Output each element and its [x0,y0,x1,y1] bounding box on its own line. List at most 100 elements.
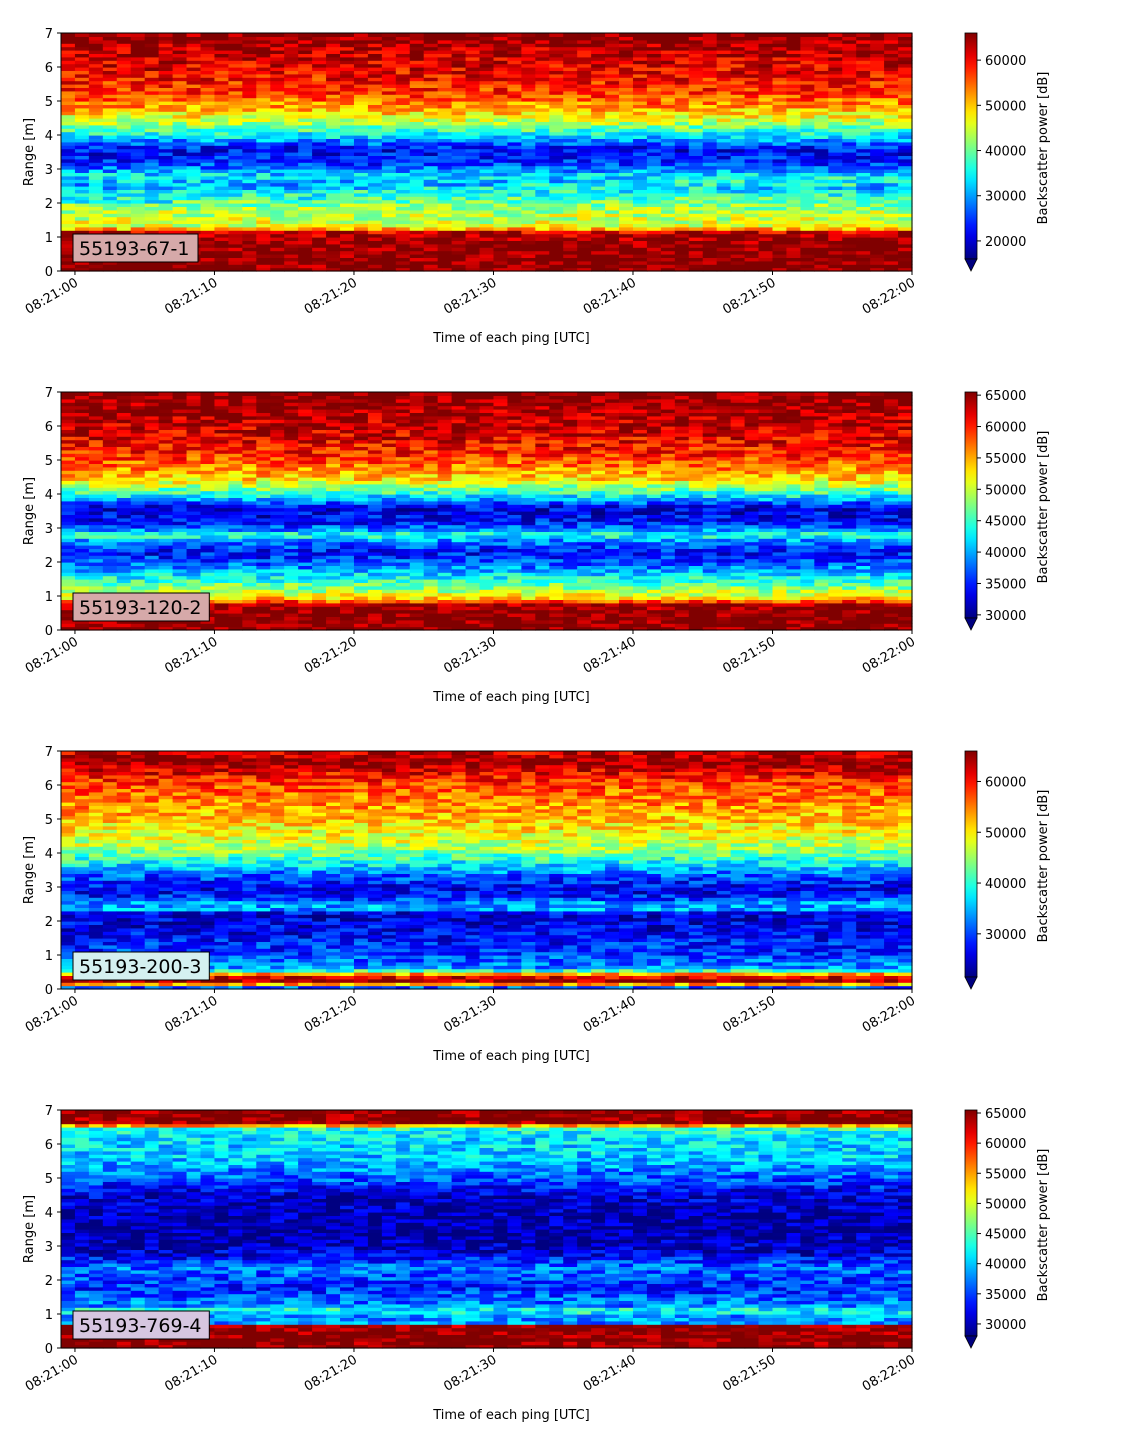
y-tick-label: 4 [45,1206,53,1221]
x-tick-label: 08:21:00 [23,275,81,317]
colorbar: 30000 35000 40000 45000 50000 55000 60000 65000… [964,389,1051,631]
x-tick-label: 08:21:30 [441,1352,499,1394]
x-tick-label: 08:21:30 [441,634,499,676]
x-tick-label: 08:21:30 [441,275,499,317]
y-tick-label: 5 [45,1172,53,1187]
y-tick-label: 1 [45,231,53,246]
colorbar-label: Backscatter power [dB] [1036,1149,1051,1302]
x-axis-label: Time of each ping [UTC] [432,690,590,705]
colorbar-tick-label: 35000 [985,1288,1026,1303]
colorbar-gradient [964,32,978,260]
x-tick-label: 08:21:50 [720,275,778,317]
colorbar-tick-label: 40000 [985,1258,1026,1273]
colorbar-gradient [964,1109,978,1337]
x-tick-label: 08:21:00 [23,634,81,676]
x-tick-label: 08:21:20 [302,993,360,1035]
x-tick-label: 08:22:00 [860,993,918,1035]
y-tick-label: 6 [45,61,53,76]
colorbar-tick-label: 60000 [985,421,1026,436]
y-tick-label: 0 [45,265,53,280]
x-axis-label: Time of each ping [UTC] [432,331,590,346]
y-tick-label: 5 [45,95,53,110]
y-tick-label: 7 [45,386,53,401]
x-tick-label: 08:21:20 [302,1352,360,1394]
y-tick-label: 4 [45,488,53,503]
colorbar-tick-label: 20000 [985,235,1026,250]
y-tick-label: 0 [45,983,53,998]
x-tick-label: 08:21:00 [23,1352,81,1394]
colorbar-tick-label: 60000 [985,54,1026,69]
x-tick-label: 08:21:30 [441,993,499,1035]
x-axis-label: Time of each ping [UTC] [432,1408,590,1423]
colorbar-tick-label: 55000 [985,1167,1026,1182]
colorbar-tick-label: 60000 [985,1137,1026,1152]
panel-label: 55193-120-2 [79,597,202,619]
y-tick-label: 6 [45,1138,53,1153]
colorbar-extend-arrow [964,976,978,990]
panel-label: 55193-67-1 [79,238,189,260]
y-tick-label: 5 [45,813,53,828]
y-tick-label: 3 [45,163,53,178]
colorbar-label: Backscatter power [dB] [1036,790,1051,943]
x-tick-label: 08:21:10 [162,275,220,317]
colorbar-tick-label: 30000 [985,609,1026,624]
x-tick-label: 08:22:00 [860,1352,918,1394]
y-tick-label: 4 [45,847,53,862]
x-tick-label: 08:21:50 [720,993,778,1035]
y-tick-label: 0 [45,1342,53,1357]
x-tick-label: 08:21:20 [302,275,360,317]
panel-2: 0 1 2 3 4 5 6 7 08:21:00 08:21:10 08:21:20 08:21:30… [22,386,1051,705]
colorbar-extend-arrow [964,1335,978,1349]
x-tick-label: 08:21:10 [162,993,220,1035]
y-axis-label: Range [m] [22,477,37,545]
colorbar-gradient [964,391,978,619]
colorbar-tick-label: 50000 [985,826,1026,841]
panel-4: 0 1 2 3 4 5 6 7 08:21:00 08:21:10 08:21:20 08:21:30… [22,1104,1051,1423]
y-axis-label: Range [m] [22,1195,37,1263]
colorbar-tick-label: 60000 [985,775,1026,790]
y-tick-label: 2 [45,197,53,212]
colorbar-tick-label: 55000 [985,452,1026,467]
colorbar-tick-label: 30000 [985,190,1026,205]
colorbar: 30000 40000 50000 60000 Backscatter power [d… [964,750,1051,990]
x-tick-label: 08:21:40 [581,1352,639,1394]
x-axis-label: Time of each ping [UTC] [432,1049,590,1064]
y-tick-label: 7 [45,745,53,760]
y-tick-label: 6 [45,779,53,794]
x-tick-label: 08:21:00 [23,993,81,1035]
colorbar-tick-label: 30000 [985,928,1026,943]
y-tick-label: 3 [45,1240,53,1255]
panel-1: 0 1 2 3 4 5 6 7 08:21:00 08:21:10 08:21:20 08:21:30… [22,27,1051,346]
y-tick-label: 3 [45,522,53,537]
colorbar: 20000 30000 40000 50000 60000 Backscatter pow… [964,32,1051,272]
x-tick-label: 08:21:10 [162,1352,220,1394]
y-tick-label: 2 [45,556,53,571]
x-tick-label: 08:21:40 [581,275,639,317]
colorbar-gradient [964,750,978,978]
colorbar-tick-label: 45000 [985,515,1026,530]
y-tick-label: 6 [45,420,53,435]
y-tick-label: 0 [45,624,53,639]
y-tick-label: 2 [45,1274,53,1289]
colorbar-tick-label: 50000 [985,1197,1026,1212]
colorbar-tick-label: 35000 [985,577,1026,592]
colorbar-tick-label: 30000 [985,1318,1026,1333]
y-tick-label: 7 [45,1104,53,1119]
panel-label: 55193-769-4 [79,1315,202,1337]
colorbar-tick-label: 50000 [985,99,1026,114]
colorbar-tick-label: 40000 [985,877,1026,892]
y-tick-label: 2 [45,915,53,930]
y-tick-label: 5 [45,454,53,469]
y-tick-label: 1 [45,949,53,964]
y-tick-label: 1 [45,1308,53,1323]
x-tick-label: 08:21:20 [302,634,360,676]
y-tick-label: 3 [45,881,53,896]
colorbar-label: Backscatter power [dB] [1036,72,1051,225]
colorbar-tick-label: 40000 [985,145,1026,160]
colorbar-tick-label: 45000 [985,1228,1026,1243]
y-tick-label: 7 [45,27,53,42]
y-tick-label: 1 [45,590,53,605]
x-tick-label: 08:21:40 [581,993,639,1035]
x-tick-label: 08:22:00 [860,634,918,676]
x-tick-label: 08:22:00 [860,275,918,317]
